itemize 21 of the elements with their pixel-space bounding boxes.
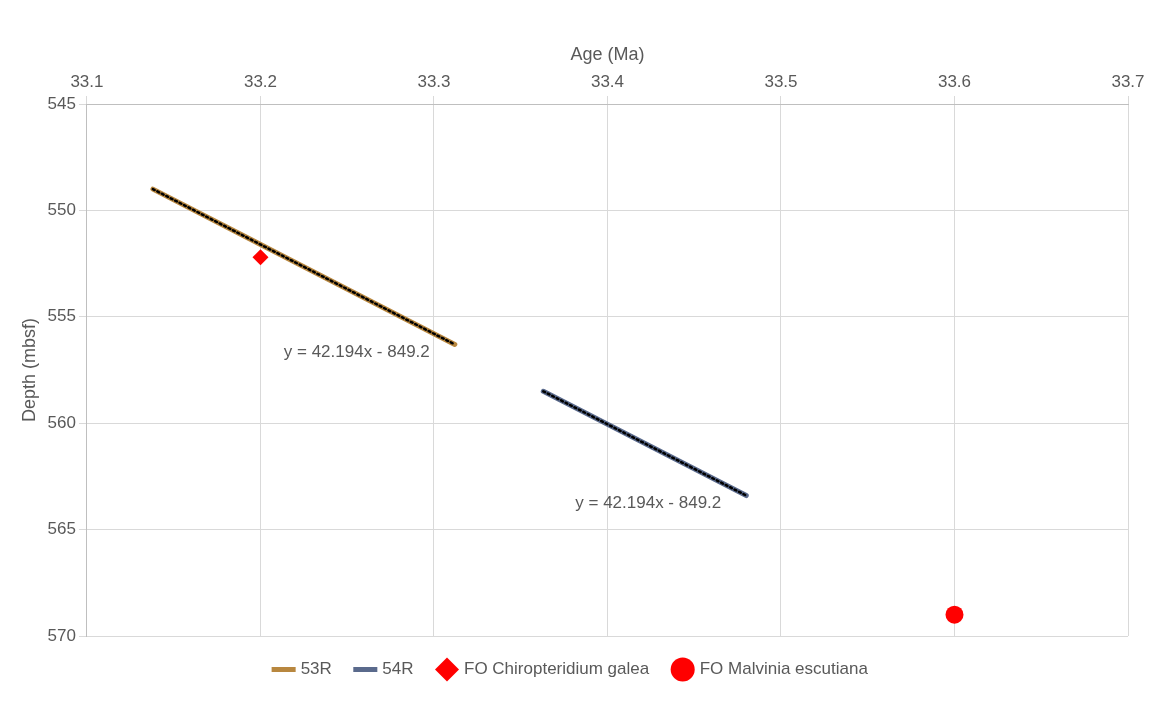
x-tick-label: 33.5 xyxy=(764,72,798,92)
y-tick-label: 550 xyxy=(47,200,76,220)
y-tick-label: 570 xyxy=(47,625,76,645)
legend-label: 54R xyxy=(382,659,414,679)
x-tick-label: 33.3 xyxy=(417,72,451,92)
y-axis-title: Depth (mbsf) xyxy=(18,317,39,423)
y-tick-label: 565 xyxy=(47,519,76,539)
x-axis-title: Age (Ma) xyxy=(570,43,645,64)
y-tick-label: 545 xyxy=(47,93,76,113)
legend-label: FO Chiropteridium galea xyxy=(464,659,650,679)
x-tick-label: 33.6 xyxy=(937,72,972,92)
annotation: y = 42.194x - 849.2 xyxy=(283,342,430,362)
x-tick-label: 33.2 xyxy=(243,72,278,92)
y-tick-label: 560 xyxy=(47,412,76,432)
legend-label: FO Malvinia escutiana xyxy=(699,659,869,679)
y-tick-label: 555 xyxy=(47,306,76,326)
x-tick-label: 33.4 xyxy=(590,72,625,92)
x-tick-label: 33.7 xyxy=(1111,72,1145,92)
legend-label: 53R xyxy=(300,659,332,679)
x-tick-label: 33.1 xyxy=(70,72,104,92)
annotation: y = 42.194x - 849.2 xyxy=(575,493,722,513)
